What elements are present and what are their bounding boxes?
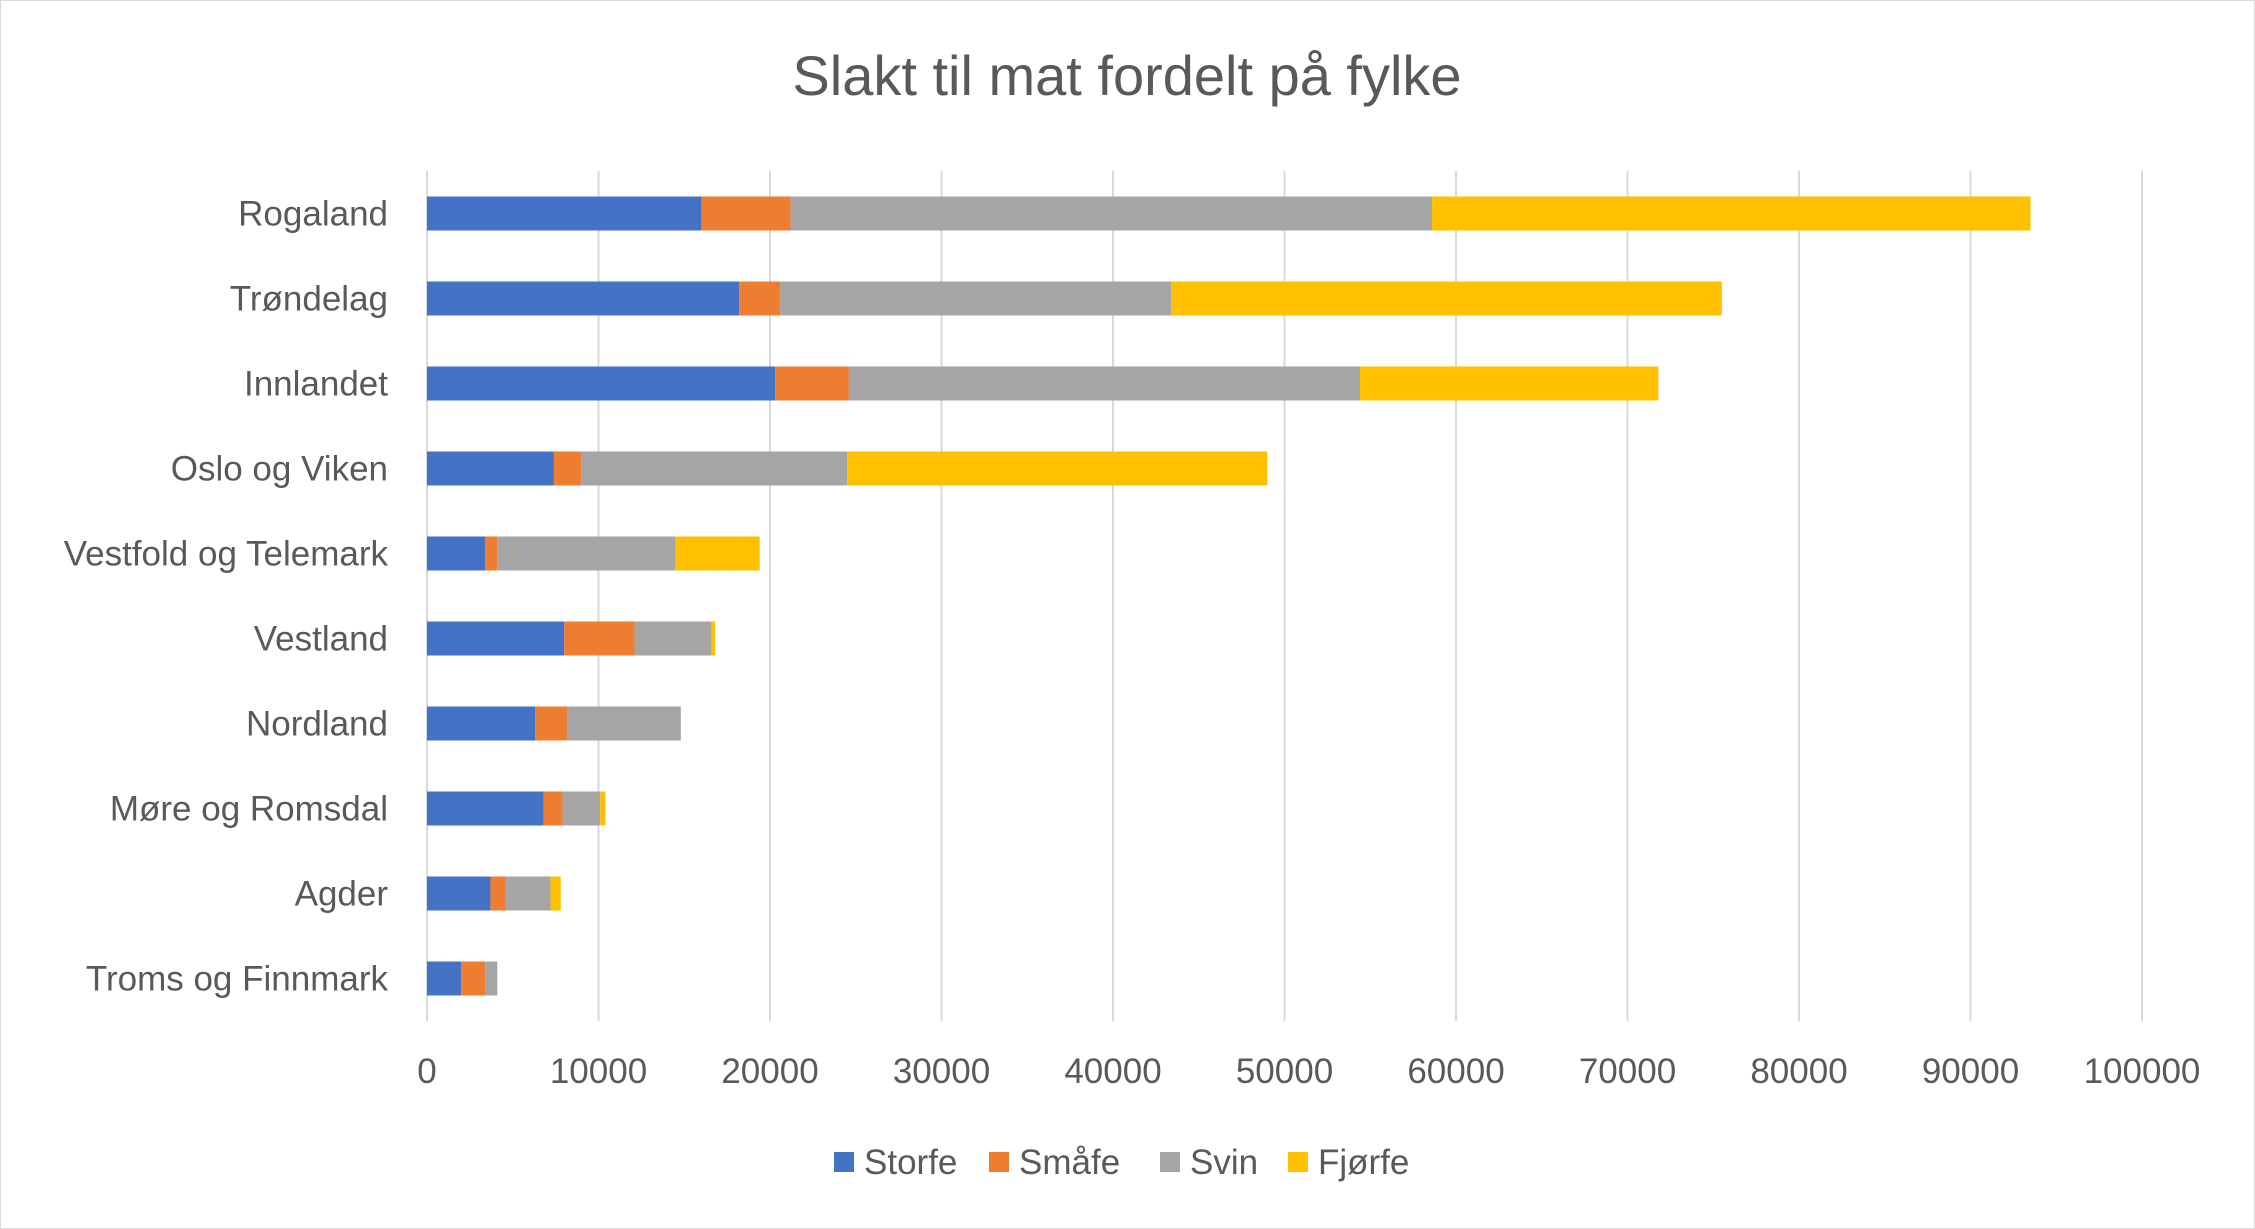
x-tick-label: 40000 xyxy=(1064,1052,1161,1091)
bar-segment-småfe-0 xyxy=(701,196,791,231)
x-axis-tick-labels: 0 10000 20000 30000 40000 50000 60000 70000 8000… xyxy=(417,1052,2200,1091)
x-tick-label: 90000 xyxy=(1922,1052,2019,1091)
bar-segment-fjørfe-2 xyxy=(1359,366,1659,401)
bar-segment-svin-7 xyxy=(562,791,601,826)
bar-segment-svin-8 xyxy=(505,876,551,911)
x-tick-label: 50000 xyxy=(1236,1052,1333,1091)
bar-segment-svin-1 xyxy=(780,281,1172,316)
legend-swatch-fjørfe xyxy=(1288,1152,1308,1172)
x-tick-label: 60000 xyxy=(1407,1052,1504,1091)
x-tick-label: 80000 xyxy=(1750,1052,1847,1091)
x-tick-label: 10000 xyxy=(550,1052,647,1091)
chart-title: Slakt til mat fordelt på fylke xyxy=(792,44,1461,107)
bar-segment-fjørfe-0 xyxy=(1431,196,2031,231)
bar-segment-svin-2 xyxy=(848,366,1360,401)
bar-segment-småfe-5 xyxy=(564,621,635,656)
category-label: Rogaland xyxy=(238,195,388,234)
bar-segment-storfe-4 xyxy=(427,536,486,571)
bar-segment-svin-3 xyxy=(581,451,848,486)
category-label: Agder xyxy=(295,875,389,914)
bar-segment-fjørfe-4 xyxy=(675,536,760,571)
bar-segment-fjørfe-7 xyxy=(600,791,606,826)
category-label: Vestland xyxy=(254,620,388,659)
bar-segment-storfe-9 xyxy=(427,961,462,996)
x-tick-label: 70000 xyxy=(1579,1052,1676,1091)
bar-segment-småfe-3 xyxy=(553,451,582,486)
legend-label-småfe: Småfe xyxy=(1019,1143,1120,1182)
bar-segment-småfe-4 xyxy=(485,536,498,571)
legend-label-fjørfe: Fjørfe xyxy=(1318,1143,1409,1182)
bar-segment-storfe-3 xyxy=(427,451,554,486)
category-label: Trøndelag xyxy=(230,280,388,319)
bar-segment-svin-4 xyxy=(497,536,676,571)
legend-swatch-svin xyxy=(1160,1152,1180,1172)
bar-segment-småfe-9 xyxy=(461,961,486,996)
legend-label-svin: Svin xyxy=(1190,1143,1258,1182)
category-label: Oslo og Viken xyxy=(171,450,388,489)
category-label: Troms og Finnmark xyxy=(86,960,389,999)
x-tick-label: 0 xyxy=(417,1052,436,1091)
bar-segment-storfe-7 xyxy=(427,791,544,826)
x-tick-label: 30000 xyxy=(893,1052,990,1091)
legend-label-storfe: Storfe xyxy=(864,1143,957,1182)
bar-segment-storfe-6 xyxy=(427,706,536,741)
bar-segment-svin-0 xyxy=(790,196,1432,231)
bar-segment-småfe-2 xyxy=(775,366,849,401)
bar-segment-småfe-8 xyxy=(490,876,506,911)
bar-segment-småfe-7 xyxy=(543,791,563,826)
category-label: Innlandet xyxy=(244,365,388,404)
category-labels: Rogaland Trøndelag Innlandet Oslo og Viken V… xyxy=(64,195,389,999)
bar-segment-storfe-0 xyxy=(427,196,702,231)
category-label: Møre og Romsdal xyxy=(110,790,388,829)
bar-segment-fjørfe-1 xyxy=(1171,281,1722,316)
category-label: Vestfold og Telemark xyxy=(64,535,389,574)
x-tick-label: 20000 xyxy=(721,1052,818,1091)
bar-segment-fjørfe-5 xyxy=(711,621,716,656)
legend-swatch-storfe xyxy=(834,1152,854,1172)
bar-segment-storfe-5 xyxy=(427,621,565,656)
bar-segment-småfe-6 xyxy=(535,706,568,741)
legend-swatch-småfe xyxy=(989,1152,1009,1172)
bar-segment-storfe-8 xyxy=(427,876,491,911)
bar-segment-svin-9 xyxy=(485,961,498,996)
bar-segment-fjørfe-8 xyxy=(550,876,561,911)
bar-segment-svin-6 xyxy=(567,706,681,741)
x-tick-label: 100000 xyxy=(2084,1052,2201,1091)
bar-segment-storfe-2 xyxy=(427,366,776,401)
bar-segment-svin-5 xyxy=(634,621,712,656)
bar-segment-småfe-1 xyxy=(739,281,781,316)
bars xyxy=(427,196,2031,996)
bar-segment-fjørfe-3 xyxy=(847,451,1268,486)
bar-segment-storfe-1 xyxy=(427,281,740,316)
legend: Storfe Småfe Svin Fjørfe xyxy=(834,1143,1409,1182)
category-label: Nordland xyxy=(246,705,388,744)
